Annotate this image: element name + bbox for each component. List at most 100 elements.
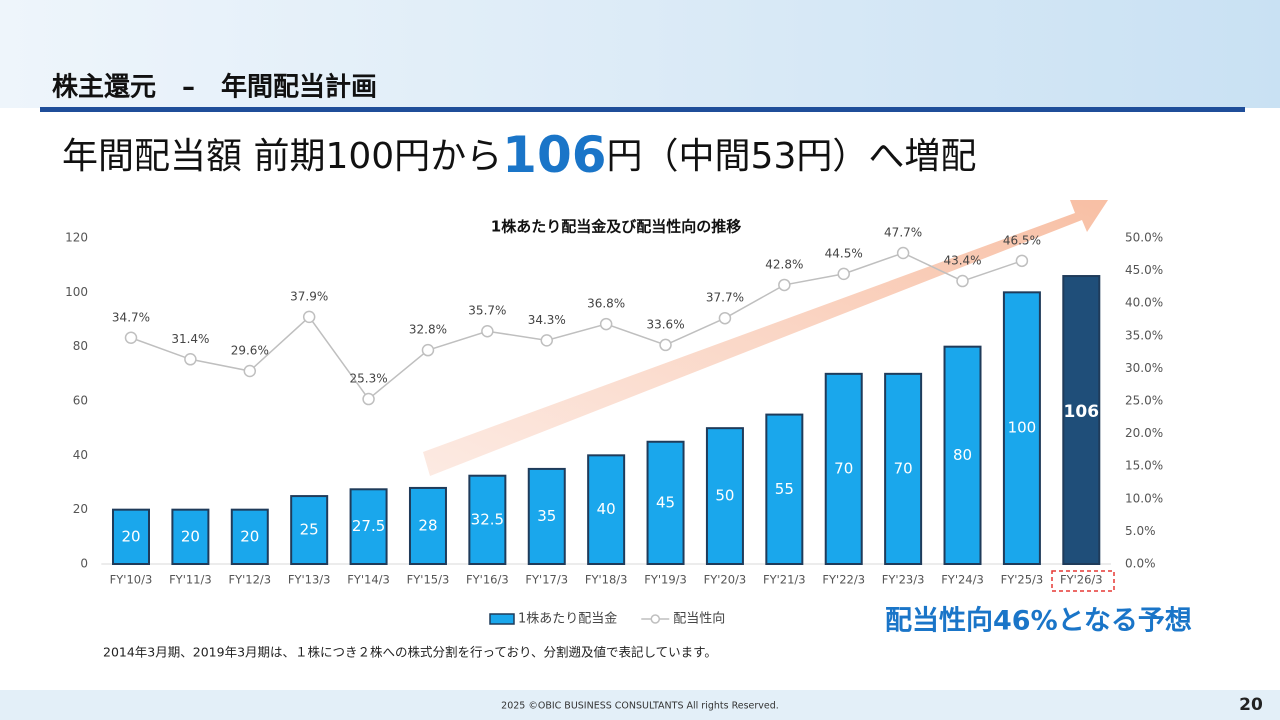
y-tick-label: 60 [73, 394, 88, 408]
bar-value-label: 40 [597, 500, 616, 518]
y-tick-label: 100 [65, 285, 88, 299]
x-tick-label: FY'15/3 [407, 573, 450, 587]
bar [230, 508, 269, 565]
line-value-label: 46.5% [1003, 233, 1041, 247]
line-marker [599, 317, 613, 331]
bar [527, 467, 566, 565]
bar-value-label: 27.5 [352, 517, 385, 535]
x-tick-label: FY'11/3 [169, 573, 212, 587]
bar [349, 488, 388, 565]
y2-tick-label: 35.0% [1125, 328, 1163, 342]
bar [884, 372, 923, 566]
line-marker [302, 310, 316, 324]
chart-title: 1株あたり配当金及び配当性向の推移 [491, 218, 741, 236]
x-tick-label: FY'12/3 [228, 573, 271, 587]
bar-value-label: 20 [181, 527, 200, 545]
page-number: 20 [1239, 695, 1263, 715]
bar-value-label: 80 [953, 446, 972, 464]
x-tick-label: FY'17/3 [525, 573, 568, 587]
line [130, 252, 1023, 401]
line-marker [184, 353, 197, 366]
line-marker [837, 267, 850, 281]
x-tick-label: FY'23/3 [882, 573, 925, 587]
headline-trail: 円（中間53円）へ増配 [607, 136, 977, 177]
callout: 配当性向46%となる予想 [885, 605, 1192, 637]
y2-tick-label: 45.0% [1125, 263, 1163, 277]
x-tick-label: FY'25/3 [1001, 573, 1044, 587]
copyright: 2025 ©OBIC BUSINESS CONSULTANTS All righ… [501, 701, 779, 712]
legend-label: 1株あたり配当金 [518, 611, 617, 627]
bar-value-label: 50 [715, 487, 734, 505]
line-value-label: 29.6% [231, 344, 269, 358]
x-tick-label: FY'24/3 [941, 573, 984, 587]
y-tick-label: 80 [73, 339, 88, 353]
bar-value-label: 28 [418, 516, 437, 534]
bar [171, 508, 210, 565]
bar-value-label: 32.5 [471, 510, 504, 528]
y2-tick-label: 40.0% [1125, 296, 1163, 310]
line-marker [421, 343, 435, 357]
line-marker [481, 324, 494, 338]
bar [1002, 291, 1041, 565]
y2-tick-label: 50.0% [1125, 231, 1163, 245]
footer-band [0, 690, 1280, 720]
bar [824, 372, 863, 566]
bar [587, 454, 626, 566]
slide-title: 株主還元 – 年間配当計画 [52, 72, 377, 103]
bar [765, 413, 804, 566]
bar [705, 427, 744, 565]
bar [1062, 275, 1101, 565]
line-value-label: 34.3% [528, 313, 566, 327]
line-value-label: 47.7% [884, 225, 922, 239]
bar-value-label: 35 [537, 507, 556, 525]
x-tick-label: FY'16/3 [466, 573, 509, 587]
headline-emphasis: 106 [502, 126, 606, 184]
bar [468, 474, 507, 566]
x-tick-label: FY'14/3 [347, 573, 390, 587]
bar [408, 486, 447, 565]
bar-value-label: 70 [894, 459, 913, 477]
line-value-label: 35.7% [468, 304, 506, 318]
line-marker [896, 246, 910, 260]
line-marker [362, 392, 375, 406]
line-marker [540, 334, 554, 347]
headline: 年間配当額 前期100円から106円（中間53円）へ増配 [62, 126, 976, 184]
line-value-label: 44.5% [825, 246, 863, 260]
y-tick-label: 120 [65, 231, 88, 245]
y2-tick-label: 5.0% [1125, 524, 1156, 538]
bar-value-label: 25 [300, 521, 319, 539]
line-marker [659, 338, 672, 352]
line-value-label: 25.3% [350, 372, 388, 386]
bar [290, 495, 329, 566]
line-value-label: 32.8% [409, 323, 447, 337]
bar-value-label: 100 [1008, 419, 1037, 437]
x-tick-label: FY'19/3 [644, 573, 687, 587]
y2-tick-label: 0.0% [1125, 557, 1156, 571]
y2-tick-label: 15.0% [1125, 459, 1163, 473]
x-tick-label: FY'26/3 [1060, 573, 1103, 587]
line-value-label: 33.6% [646, 317, 684, 331]
line-value-label: 37.9% [290, 289, 328, 303]
line-value-label: 34.7% [112, 310, 150, 324]
headline-lead: 年間配当額 前期100円から [62, 136, 502, 177]
header-rule [40, 107, 1245, 112]
line-value-label: 43.4% [943, 254, 981, 268]
legend-swatch-marker [650, 614, 661, 624]
y-tick-label: 0 [80, 557, 88, 571]
line-marker [956, 274, 969, 288]
y2-tick-label: 25.0% [1125, 394, 1163, 408]
y2-tick-label: 20.0% [1125, 426, 1163, 440]
bar-value-label: 20 [240, 527, 259, 545]
line-value-label: 42.8% [765, 257, 803, 271]
line-value-label: 36.8% [587, 297, 625, 311]
y-tick-label: 40 [73, 448, 88, 462]
y2-tick-label: 30.0% [1125, 361, 1163, 375]
bar-value-label: 106 [1064, 402, 1100, 422]
line-value-label: 31.4% [171, 332, 209, 346]
bar [646, 440, 685, 565]
bar-value-label: 55 [775, 480, 794, 498]
bar-value-label: 20 [121, 527, 140, 545]
bar [111, 508, 150, 565]
line-marker [124, 331, 138, 345]
